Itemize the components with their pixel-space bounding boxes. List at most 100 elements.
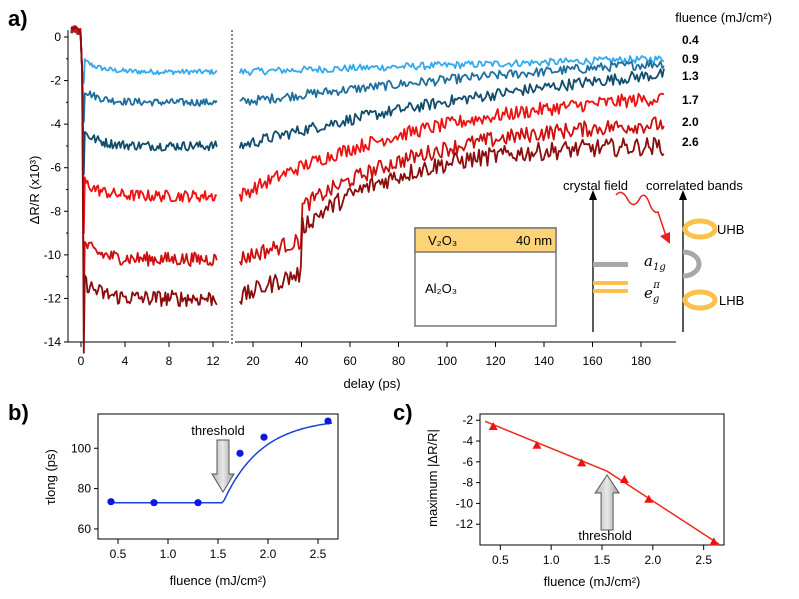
y-tick-label: -10	[44, 248, 62, 262]
film-label: V₂O₃	[428, 233, 457, 248]
a1g-band	[682, 249, 702, 279]
panel-a-y-label: ΔR/R (x10³)	[27, 156, 42, 225]
y-tick-label: -12	[44, 291, 62, 305]
photon-squiggle	[615, 191, 667, 237]
series-line-2.0-late	[238, 116, 665, 266]
x-tick-label: 12	[206, 354, 220, 368]
correlated-bands-arrowhead	[679, 190, 687, 200]
x-tick-label: 2.5	[310, 547, 327, 561]
x-tick-label: 1.5	[594, 553, 611, 567]
panel-c-points	[488, 421, 719, 546]
data-point	[194, 499, 202, 507]
panel-c-y-ticks: -2 -4 -6 -8 -10 -12	[456, 413, 480, 531]
photon-arrowhead	[660, 232, 670, 244]
a1g-level	[593, 262, 628, 267]
x-tick-label: 20	[246, 354, 260, 368]
panel-a-series	[70, 25, 665, 354]
x-tick-label: 0	[78, 354, 85, 368]
y-tick-label: -14	[44, 335, 62, 349]
legend-entry-2.6: 2.6	[682, 135, 699, 149]
x-tick-label: 140	[534, 354, 554, 368]
data-point	[324, 417, 332, 425]
panel-b-x-label: fluence (mJ/cm²)	[170, 573, 267, 588]
lhb-band	[682, 289, 718, 311]
panel-b-points	[107, 417, 332, 507]
series-line-1.7-late	[238, 92, 665, 202]
x-tick-label: 8	[166, 354, 173, 368]
y-tick-label: -10	[456, 496, 474, 510]
series-line-1.3-early	[70, 28, 218, 176]
y-tick-label: 80	[78, 482, 92, 496]
series-line-2.0-early	[70, 25, 218, 306]
lhb-label: LHB	[719, 293, 744, 308]
x-tick-label: 2.0	[644, 553, 661, 567]
panel-c-x-label: fluence (mJ/cm²)	[544, 574, 641, 589]
series-line-2.6-early	[70, 25, 218, 354]
x-tick-label: 0.5	[110, 547, 127, 561]
y-tick-label: -2	[462, 413, 473, 427]
x-tick-label: 160	[582, 354, 602, 368]
panel-c-threshold-arrow	[594, 474, 621, 531]
y-tick-label: -6	[50, 161, 61, 175]
data-point	[532, 440, 542, 449]
legend: 0.4 0.9 1.3 1.7 2.0 2.6	[682, 33, 699, 149]
y-tick-label: 0	[54, 30, 61, 44]
uhb-label: UHB	[717, 222, 744, 237]
crystal-field-label: crystal field	[563, 178, 628, 193]
legend-title: fluence (mJ/cm²)	[675, 10, 772, 25]
data-point	[644, 494, 654, 503]
x-tick-label: 1.0	[543, 553, 560, 567]
data-point	[150, 499, 158, 507]
energy-schematic: crystal field correlated bands a1g egπ U…	[563, 178, 744, 332]
panel-a-x-ticks: 0 4 8 12 20 40 60 80 100 120 140 160 180	[78, 342, 651, 368]
data-point	[577, 458, 587, 467]
data-point	[107, 498, 115, 506]
panel-b-threshold-arrow	[211, 439, 235, 493]
x-tick-label: 100	[437, 354, 457, 368]
legend-entry-1.3: 1.3	[682, 69, 699, 83]
threshold-arrow-shape	[211, 439, 235, 493]
film-thickness-label: 40 nm	[516, 233, 552, 248]
panel-a-y-ticks: 0 -2 -4 -6 -8 -10 -12 -14	[44, 30, 68, 349]
y-tick-label: -4	[462, 434, 473, 448]
x-tick-label: 2.0	[260, 547, 277, 561]
y-tick-label: 60	[78, 522, 92, 536]
y-tick-label: -8	[50, 204, 61, 218]
x-tick-label: 120	[485, 354, 505, 368]
panel-a-label: a)	[8, 6, 28, 31]
y-tick-label: 100	[71, 441, 91, 455]
y-tick-label: -4	[50, 117, 61, 131]
data-point	[260, 433, 268, 441]
x-tick-label: 4	[122, 354, 129, 368]
panel-a: a) 0 -2 -4 -6 -8 -10 -12 -14 0 4 8 12 20 40 60 80 100 12…	[8, 6, 772, 391]
series-line-0.4-early	[70, 25, 218, 84]
uhb-band	[682, 218, 718, 240]
x-tick-label: 180	[631, 354, 651, 368]
series-line-0.4-late	[238, 55, 665, 77]
panel-c: c) -2 -4 -6 -8 -10 -12 0.5 1.0 1.5 2.0 2.5 fluenc…	[393, 400, 725, 589]
panel-c-x-ticks: 0.5 1.0 1.5 2.0 2.5	[492, 545, 712, 567]
panel-c-y-label: maximum |ΔR/R|	[425, 429, 440, 527]
panel-c-threshold-label: threshold	[578, 528, 631, 543]
film-layer	[414, 227, 557, 253]
y-tick-label: -6	[462, 455, 473, 469]
sample-inset: V₂O₃ 40 nm Al₂O₃	[414, 227, 557, 327]
legend-entry-1.7: 1.7	[682, 93, 699, 107]
series-line-1.7-early	[70, 26, 218, 234]
data-point	[236, 449, 244, 457]
crystal-field-arrowhead	[589, 190, 597, 200]
panel-c-label: c)	[393, 400, 413, 425]
series-line-0.9-late	[239, 59, 665, 106]
panel-b: b) 60 80 100 0.5 1.0 1.5 2.0 2.5 fluence (mJ/c…	[8, 400, 339, 588]
panel-c-fit-line	[484, 420, 720, 545]
legend-entry-0.9: 0.9	[682, 52, 699, 66]
y-tick-label: -12	[456, 517, 474, 531]
panel-b-fit-curve	[108, 422, 333, 504]
series-line-2.6-late	[238, 136, 665, 305]
panel-b-x-ticks: 0.5 1.0 1.5 2.0 2.5	[110, 539, 327, 561]
y-tick-label: -8	[462, 476, 473, 490]
x-tick-label: 0.5	[492, 553, 509, 567]
correlated-bands-label: correlated bands	[646, 178, 743, 193]
x-tick-label: 1.5	[210, 547, 227, 561]
